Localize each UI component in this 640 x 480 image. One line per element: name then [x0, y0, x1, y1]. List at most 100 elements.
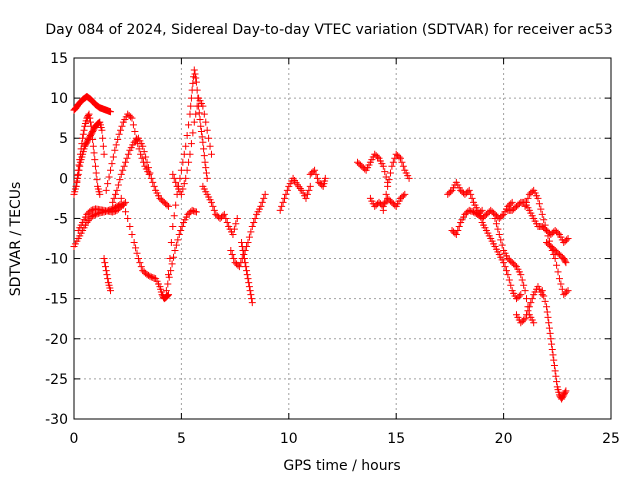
data-point: [561, 257, 569, 265]
data-point: [452, 230, 460, 238]
data-point: [73, 178, 81, 186]
data-point: [174, 236, 182, 244]
data-point: [545, 319, 553, 327]
data-point: [523, 198, 531, 206]
data-point: [321, 174, 329, 182]
data-point: [180, 180, 188, 188]
data-point: [107, 287, 115, 295]
data-point: [535, 200, 543, 208]
data-point: [260, 194, 268, 202]
series-arc-17: [306, 166, 329, 190]
data-point: [192, 78, 200, 86]
data-point: [303, 190, 311, 198]
data-point: [551, 255, 559, 263]
data-point: [543, 226, 551, 234]
data-point: [508, 198, 516, 206]
plot-frame: [73, 57, 612, 420]
data-point: [243, 267, 251, 275]
data-point: [248, 299, 256, 307]
data-point: [399, 162, 407, 170]
data-point: [165, 202, 173, 210]
data-point: [167, 239, 175, 247]
data-point: [150, 274, 158, 282]
data-point: [562, 259, 570, 267]
x-tick-label: 5: [177, 431, 186, 447]
data-point: [172, 241, 180, 249]
data-point: [108, 160, 116, 168]
data-point: [511, 261, 519, 269]
data-point: [137, 263, 145, 271]
data-point: [142, 153, 150, 161]
y-tick-label: 15: [50, 51, 68, 67]
data-point: [245, 283, 253, 291]
data-point: [515, 292, 523, 300]
data-point: [191, 70, 199, 78]
data-point: [244, 239, 252, 247]
data-point: [245, 279, 253, 287]
data-point: [552, 372, 560, 380]
data-point: [149, 274, 157, 282]
data-point: [182, 174, 190, 182]
data-point: [147, 174, 155, 182]
data-point: [515, 200, 523, 208]
data-point: [223, 218, 231, 226]
data-point: [382, 190, 390, 198]
data-point: [100, 255, 108, 263]
data-point: [220, 210, 228, 218]
data-point: [235, 263, 243, 271]
series-arc-27: [521, 186, 572, 299]
series-arc-28: [538, 287, 570, 403]
data-point: [543, 308, 551, 316]
series-arc-24: [478, 218, 525, 303]
data-point: [110, 194, 118, 202]
data-point: [391, 201, 399, 209]
series-arc-18: [354, 150, 392, 186]
data-point: [185, 158, 193, 166]
data-point: [144, 271, 152, 279]
data-point: [89, 206, 97, 214]
data-point: [282, 190, 290, 198]
data-point: [117, 126, 125, 134]
data-point: [124, 214, 132, 222]
data-point: [207, 150, 215, 158]
data-point: [229, 230, 237, 238]
data-point: [187, 140, 195, 148]
data-point: [520, 316, 528, 324]
data-point: [203, 126, 211, 134]
x-tick-label: 10: [280, 431, 298, 447]
data-point: [104, 275, 112, 283]
data-point: [101, 259, 109, 267]
data-point: [189, 79, 197, 87]
data-point: [544, 232, 552, 240]
data-marks: [70, 66, 572, 403]
data-point: [188, 206, 196, 214]
data-point: [230, 255, 238, 263]
data-point: [455, 222, 463, 230]
data-point: [527, 299, 535, 307]
data-point: [248, 222, 256, 230]
data-point: [190, 66, 198, 74]
data-point: [120, 200, 128, 208]
data-point: [74, 170, 82, 178]
data-point: [109, 198, 117, 206]
data-point: [85, 110, 93, 118]
data-point: [190, 207, 198, 215]
data-point: [195, 109, 203, 117]
data-point: [548, 340, 556, 348]
series-arc-12: [169, 94, 215, 198]
data-point: [233, 214, 241, 222]
series-arc-7: [102, 110, 153, 194]
data-point: [538, 291, 546, 299]
data-point: [79, 134, 87, 142]
data-point: [547, 335, 555, 343]
data-point: [468, 194, 476, 202]
data-point: [196, 116, 204, 124]
data-point: [145, 170, 153, 178]
data-point: [553, 378, 561, 386]
series-arc-13: [199, 182, 241, 238]
data-point: [492, 220, 500, 228]
data-point: [381, 168, 389, 176]
data-point: [113, 186, 121, 194]
y-tick-label: -25: [45, 372, 68, 388]
data-point: [98, 126, 106, 134]
